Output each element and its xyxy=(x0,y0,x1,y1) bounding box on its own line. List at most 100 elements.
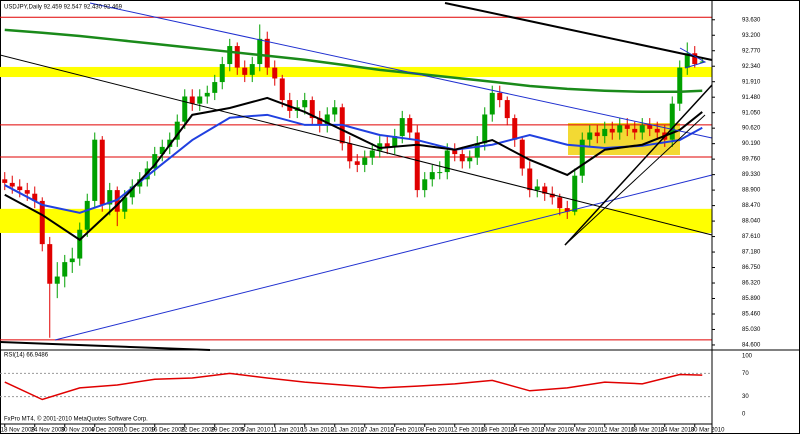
x-tick-label: 16 Dec 2009 xyxy=(151,428,186,434)
candle-body xyxy=(684,53,690,68)
candle-body xyxy=(354,161,360,165)
x-tick-label: 2 Feb 2010 xyxy=(391,428,422,434)
y-tick-label: 88.900 xyxy=(742,188,761,194)
x-tick-label: 18 Feb 2010 xyxy=(481,428,515,434)
candle-body xyxy=(212,82,218,93)
candle-body xyxy=(264,38,270,68)
candle-body xyxy=(452,150,458,155)
rsi-tick-label: 0 xyxy=(742,412,746,418)
y-tick-label: 84.600 xyxy=(742,343,761,349)
candle-body xyxy=(324,114,330,126)
y-tick-label: 91.480 xyxy=(742,95,761,101)
x-tick-label: 8 Mar 2010 xyxy=(571,428,602,434)
candle-body xyxy=(242,67,248,75)
candle-body xyxy=(564,208,570,212)
y-tick-label: 93.630 xyxy=(742,17,761,23)
x-tick-label: 2 Mar 2010 xyxy=(541,428,572,434)
y-tick-label: 89.330 xyxy=(742,172,761,178)
candle-body xyxy=(77,229,83,259)
x-tick-label: 18 Nov 2009 xyxy=(1,428,36,434)
candle-body xyxy=(317,118,323,126)
candle-body xyxy=(332,107,338,115)
candle-body xyxy=(62,262,68,277)
y-tick-label: 86.750 xyxy=(742,265,761,271)
trend-line xyxy=(0,341,211,351)
candle-body xyxy=(422,179,428,191)
zone xyxy=(0,66,712,78)
candle-body xyxy=(587,132,593,140)
candle-body xyxy=(624,125,630,129)
candle-body xyxy=(557,197,563,209)
candle-body xyxy=(302,100,308,108)
candle-body xyxy=(92,139,98,201)
candle-body xyxy=(489,92,495,115)
candle-body xyxy=(174,121,180,140)
candle-body xyxy=(482,114,488,144)
candle-body xyxy=(114,190,120,212)
candle-body xyxy=(609,128,615,133)
candle-body xyxy=(2,179,8,183)
candle-body xyxy=(99,139,105,205)
indicator-line xyxy=(4,28,703,94)
x-tick-label: 12 Feb 2010 xyxy=(451,428,485,434)
candle-body xyxy=(639,125,645,133)
x-tick-label: 15 Jan 2010 xyxy=(301,428,335,434)
candle-body xyxy=(54,276,60,284)
candle-body xyxy=(594,132,600,137)
x-tick-label: 27 Jan 2010 xyxy=(361,428,395,434)
y-tick-label: 92.340 xyxy=(742,64,761,70)
trend-line xyxy=(54,174,713,341)
x-tick-label: 18 Mar 2010 xyxy=(631,428,665,434)
candle-body xyxy=(227,46,233,65)
y-tick-label: 91.910 xyxy=(742,79,761,85)
candle-body xyxy=(257,38,263,65)
trend-lines xyxy=(0,2,713,351)
candle-body xyxy=(9,182,15,187)
candle-body xyxy=(437,172,443,174)
candle-body xyxy=(429,172,435,180)
trend-line xyxy=(564,84,713,246)
candle-body xyxy=(467,157,473,162)
candle-body xyxy=(692,53,698,65)
trend-line xyxy=(89,2,713,139)
rsi-tick-label: 30 xyxy=(742,394,749,400)
candle-body xyxy=(69,258,75,263)
candle-body xyxy=(347,143,353,162)
candle-body xyxy=(122,197,128,212)
trend-line xyxy=(564,114,706,246)
consolidation-box xyxy=(568,123,680,155)
candle-body xyxy=(512,118,518,140)
x-tick-label: 22 Dec 2009 xyxy=(181,428,216,434)
footer: FxPro MT4, © 2001-2010 MetaQuotes Softwa… xyxy=(4,416,148,423)
candle-body xyxy=(197,96,203,104)
candle-body xyxy=(152,154,158,169)
rsi-line xyxy=(4,372,703,401)
candle-body xyxy=(362,157,368,165)
chart-title: USDJPY,Daily 92.459 92.547 92.430 92.469 xyxy=(4,5,123,11)
candle-body xyxy=(669,103,675,140)
x-tick-label: 8 Feb 2010 xyxy=(421,428,452,434)
candle-body xyxy=(534,186,540,191)
y-tick-label: 86.320 xyxy=(742,281,761,287)
candle-body xyxy=(279,78,285,101)
y-tick-label: 85.460 xyxy=(742,312,761,318)
candle-body xyxy=(84,200,90,230)
candle-body xyxy=(519,139,525,169)
y-tick-label: 90.190 xyxy=(742,141,761,147)
y-tick-label: 91.050 xyxy=(742,110,761,116)
rsi-tick-label: 70 xyxy=(742,371,749,377)
candle-body xyxy=(647,125,653,129)
candle-body xyxy=(474,143,480,158)
x-tick-label: 4 Dec 2009 xyxy=(91,428,122,434)
zone xyxy=(0,208,712,233)
candle-body xyxy=(189,96,195,104)
candle-body xyxy=(414,132,420,191)
x-tick-label: 24 Mar 2010 xyxy=(661,428,695,434)
candle-body xyxy=(527,168,533,191)
x-tick-label: 5 Jan 2010 xyxy=(241,428,271,434)
y-tick-label: 93.200 xyxy=(742,33,761,39)
x-tick-label: 30 Mar 2010 xyxy=(691,428,725,434)
y-tick-label: 85.030 xyxy=(742,327,761,333)
candle-body xyxy=(32,193,38,201)
